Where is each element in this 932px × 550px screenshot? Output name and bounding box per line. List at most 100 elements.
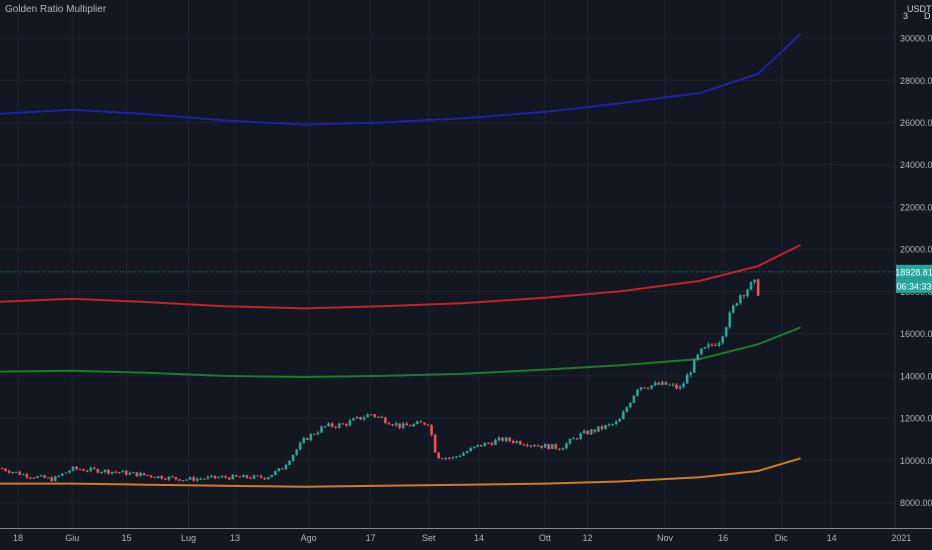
candle-body [501, 437, 504, 441]
candle-body [217, 477, 220, 479]
red-multiplier-line [0, 244, 802, 310]
candle-body [210, 475, 213, 477]
candle-body [288, 460, 291, 465]
candle-body [330, 423, 334, 427]
candle-body [579, 433, 582, 439]
candle-body [490, 443, 494, 445]
candle-body [739, 295, 742, 304]
candle-body [550, 444, 554, 450]
candle-body [235, 475, 238, 477]
candle-body [220, 476, 224, 478]
candle-body [298, 442, 302, 450]
candle-body [511, 440, 515, 443]
candle-body [4, 468, 7, 471]
candle-body [710, 344, 714, 346]
candle-body [732, 305, 735, 313]
candle-body [7, 470, 11, 473]
candle-body [227, 477, 231, 480]
candle-body [629, 402, 632, 408]
candle-body [465, 451, 469, 454]
candle-body [96, 469, 100, 473]
candle-body [153, 477, 156, 479]
candle-body [689, 372, 692, 375]
candle-body [291, 454, 295, 461]
candle-body [203, 478, 206, 480]
candle-body [71, 466, 75, 471]
candle-body [188, 477, 192, 480]
candle-body [714, 345, 717, 347]
candle-body [224, 476, 227, 478]
candle-body [440, 458, 444, 460]
candle-body [245, 475, 249, 478]
blue-multiplier-line [0, 33, 802, 126]
candle-body [114, 471, 117, 473]
candle-body [387, 423, 391, 425]
time-tick-label: Set [422, 533, 436, 543]
candle-body [721, 336, 724, 344]
candle-body [43, 475, 46, 478]
candle-body [206, 476, 210, 479]
candle-body [547, 444, 550, 450]
candle-body [519, 441, 522, 445]
candle-body [238, 476, 242, 478]
candle-body [39, 475, 43, 477]
candle-body [277, 468, 281, 472]
grid-lines [0, 0, 902, 528]
time-tick-label: Giu [65, 533, 79, 543]
time-tick-label: 18 [13, 533, 23, 543]
candle-body [558, 448, 561, 450]
candle-body [57, 475, 61, 477]
candle-body [25, 474, 29, 478]
candle-body [128, 472, 132, 475]
candle-body [334, 426, 337, 428]
candle-body [476, 444, 479, 447]
candle-body [405, 423, 408, 426]
candle-body [717, 343, 721, 346]
price-axis[interactable]: 8000.00 10000.00 12000.00 14000.00 16000.00 1… [894, 0, 932, 550]
candle-body [256, 475, 259, 477]
candle-body [724, 327, 728, 337]
candle-body [18, 471, 22, 475]
candle-body [533, 445, 536, 447]
candle-body [132, 472, 135, 474]
price-tick-label: 30000.00 [900, 34, 932, 44]
candle-body [249, 477, 252, 479]
candle-body [650, 385, 653, 389]
candle-body [252, 475, 256, 479]
candle-body [600, 426, 604, 429]
candle-body [110, 471, 114, 474]
candle-body [458, 455, 462, 457]
candle-body [526, 445, 529, 447]
candle-body [451, 456, 455, 459]
candle-body [582, 430, 586, 434]
candle-body [590, 429, 593, 435]
candle-body [46, 477, 50, 479]
candle-body [195, 478, 199, 481]
candle-body [469, 448, 472, 452]
candle-body [185, 479, 188, 481]
candle-body [636, 389, 639, 396]
candle-body [455, 456, 458, 458]
price-tick-label: 20000.00 [900, 245, 932, 255]
candle-body [302, 438, 306, 443]
time-tick-label: 17 [366, 533, 376, 543]
price-tick-label: 28000.00 [900, 76, 932, 86]
candle-body [53, 476, 57, 482]
time-axis[interactable]: 18 Giu 15 Lug 13 Ago 17 Set 14 Ott 12 Nov 16 Dic 14 202… [0, 528, 932, 550]
candle-body [242, 475, 245, 478]
candle-body [391, 424, 394, 426]
candle-body [377, 416, 380, 418]
currency-label: USDT [907, 4, 932, 14]
candle-body [756, 279, 760, 296]
candle-body [444, 457, 448, 459]
price-tick-label: 14000.00 [900, 371, 932, 381]
candle-body [309, 434, 313, 440]
candle-body [522, 444, 526, 446]
candle-body [536, 445, 540, 447]
candle-body [639, 387, 643, 390]
candle-body [614, 421, 618, 424]
candle-body [199, 478, 203, 480]
candle-body [625, 407, 629, 412]
candle-body [369, 414, 373, 416]
